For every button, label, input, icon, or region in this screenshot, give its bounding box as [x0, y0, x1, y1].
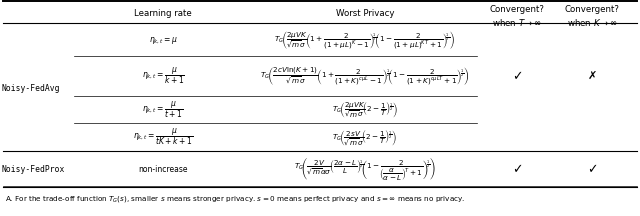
Text: Convergent?: Convergent? — [564, 5, 620, 14]
Text: non-increase: non-increase — [138, 165, 188, 173]
Text: $\eta_{k,t} = \dfrac{\mu}{k+1}$: $\eta_{k,t} = \dfrac{\mu}{k+1}$ — [141, 66, 185, 86]
Text: $T_G\!\left(\dfrac{2\mu VK}{\sqrt{m}\sigma}\!\left(2-\dfrac{1}{T}\right)^{\!\fra: $T_G\!\left(\dfrac{2\mu VK}{\sqrt{m}\sig… — [332, 100, 397, 119]
Text: Convergent?: Convergent? — [490, 5, 544, 14]
Text: A. For the trade-off function $T_G(s)$, smaller $s$ means stronger privacy. $s=0: A. For the trade-off function $T_G(s)$, … — [5, 194, 465, 204]
Text: $\eta_{k,t} = \dfrac{\mu}{t+1}$: $\eta_{k,t} = \dfrac{\mu}{t+1}$ — [143, 99, 184, 120]
Text: $\checkmark$: $\checkmark$ — [511, 70, 522, 83]
Text: Worst Privacy: Worst Privacy — [335, 9, 394, 18]
Text: $\eta_{k,t} = \dfrac{\mu}{tK+k+1}$: $\eta_{k,t} = \dfrac{\mu}{tK+k+1}$ — [133, 127, 193, 147]
Text: $\eta_{k,t} = \mu$: $\eta_{k,t} = \mu$ — [148, 35, 178, 46]
Text: $T_G\!\left(\dfrac{2V}{\sqrt{m}\alpha\sigma}\!\left(\dfrac{2\alpha-L}{L}\right)^: $T_G\!\left(\dfrac{2V}{\sqrt{m}\alpha\si… — [294, 156, 436, 182]
Text: Noisy-FedAvg: Noisy-FedAvg — [2, 84, 60, 92]
Text: Learning rate: Learning rate — [134, 9, 192, 18]
Text: when $K \rightarrow \infty$: when $K \rightarrow \infty$ — [567, 17, 617, 28]
Text: $\checkmark$: $\checkmark$ — [511, 162, 522, 176]
Text: $T_G\!\left(\dfrac{2cV\ln(K+1)}{\sqrt{m}\sigma}\!\left(1+\dfrac{2}{(1+K)^{c\mu L: $T_G\!\left(\dfrac{2cV\ln(K+1)}{\sqrt{m}… — [260, 65, 470, 87]
Text: $\mathbf{\times}$: $\mathbf{\times}$ — [0, 215, 1, 216]
Text: ✗: ✗ — [588, 71, 596, 81]
Text: $\checkmark$: $\checkmark$ — [587, 162, 597, 176]
Text: Noisy-FedProx: Noisy-FedProx — [2, 165, 65, 173]
Text: when $T \rightarrow \infty$: when $T \rightarrow \infty$ — [492, 17, 542, 28]
Text: $T_G\!\left(\dfrac{2\mu VK}{\sqrt{m}\sigma}\!\left(1+\dfrac{2}{(1+\mu L)^K-1}\ri: $T_G\!\left(\dfrac{2\mu VK}{\sqrt{m}\sig… — [275, 30, 455, 51]
Text: $T_G\!\left(\dfrac{2sV}{\sqrt{m}\sigma}\!\left(2-\dfrac{1}{T}\right)^{\!\frac{1}: $T_G\!\left(\dfrac{2sV}{\sqrt{m}\sigma}\… — [332, 128, 397, 146]
